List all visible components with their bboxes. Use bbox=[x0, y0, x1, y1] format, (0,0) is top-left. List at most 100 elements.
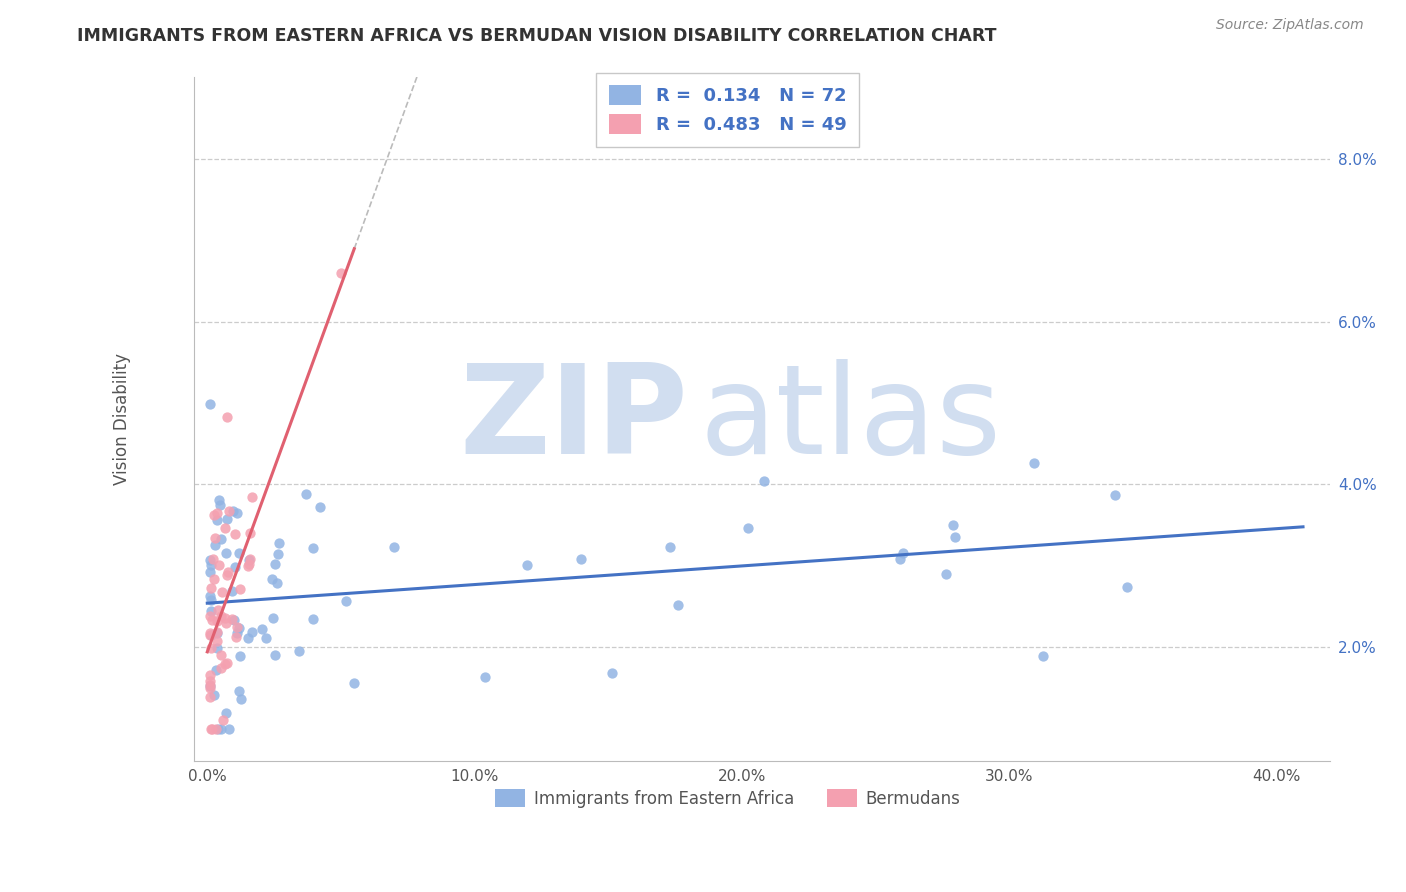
Point bbox=[229, 691, 252, 706]
Point bbox=[200, 592, 222, 607]
Point bbox=[262, 611, 284, 625]
Point bbox=[207, 602, 229, 616]
Point bbox=[226, 620, 249, 634]
Point bbox=[295, 486, 318, 500]
Point bbox=[200, 628, 222, 642]
Point bbox=[198, 681, 221, 695]
Point bbox=[308, 500, 330, 514]
Point bbox=[240, 624, 263, 639]
Point bbox=[200, 582, 222, 596]
Point bbox=[215, 568, 238, 582]
Point bbox=[204, 538, 226, 552]
Point bbox=[666, 598, 689, 612]
Point bbox=[228, 621, 250, 635]
Point bbox=[198, 565, 221, 579]
Point bbox=[329, 266, 352, 280]
Point bbox=[205, 722, 228, 736]
Point bbox=[238, 631, 260, 645]
Point bbox=[198, 678, 221, 692]
Text: atlas: atlas bbox=[699, 359, 1001, 480]
Point bbox=[214, 657, 236, 671]
Point bbox=[228, 546, 250, 560]
Point bbox=[1032, 649, 1054, 664]
Point bbox=[1104, 488, 1126, 502]
Point bbox=[302, 541, 325, 556]
Point bbox=[198, 397, 221, 411]
Point bbox=[215, 546, 238, 560]
Point bbox=[201, 552, 224, 566]
Point bbox=[208, 558, 231, 573]
Point bbox=[201, 722, 224, 736]
Point bbox=[209, 722, 232, 736]
Point bbox=[200, 722, 222, 736]
Point bbox=[264, 557, 287, 571]
Point bbox=[254, 631, 277, 645]
Point bbox=[208, 498, 231, 512]
Point bbox=[224, 614, 246, 628]
Point bbox=[226, 506, 249, 520]
Point bbox=[600, 665, 623, 680]
Point bbox=[198, 625, 221, 640]
Point bbox=[238, 551, 260, 566]
Point bbox=[239, 526, 262, 541]
Legend: Immigrants from Eastern Africa, Bermudans: Immigrants from Eastern Africa, Bermudan… bbox=[488, 782, 967, 814]
Point bbox=[209, 532, 232, 546]
Point bbox=[222, 503, 245, 517]
Point bbox=[209, 661, 232, 675]
Point bbox=[935, 567, 957, 582]
Point bbox=[198, 553, 221, 567]
Point bbox=[211, 585, 233, 599]
Point bbox=[202, 508, 225, 522]
Point bbox=[221, 583, 243, 598]
Point bbox=[238, 553, 260, 567]
Point bbox=[205, 625, 228, 640]
Point bbox=[228, 683, 250, 698]
Point bbox=[218, 504, 240, 518]
Point bbox=[198, 589, 221, 603]
Point bbox=[224, 527, 246, 541]
Point bbox=[260, 572, 283, 586]
Point bbox=[205, 634, 228, 648]
Point bbox=[208, 492, 231, 507]
Point bbox=[200, 558, 222, 573]
Point bbox=[198, 679, 221, 693]
Point bbox=[215, 706, 238, 720]
Point bbox=[198, 690, 221, 705]
Point bbox=[224, 560, 246, 574]
Point bbox=[214, 521, 236, 535]
Point bbox=[205, 506, 228, 520]
Text: Source: ZipAtlas.com: Source: ZipAtlas.com bbox=[1216, 18, 1364, 32]
Point bbox=[267, 547, 290, 561]
Point bbox=[889, 552, 911, 566]
Point bbox=[571, 552, 593, 566]
Point bbox=[198, 609, 221, 624]
Point bbox=[198, 673, 221, 688]
Point bbox=[204, 572, 226, 586]
Point bbox=[207, 614, 229, 628]
Point bbox=[226, 626, 249, 640]
Point bbox=[207, 722, 229, 736]
Point bbox=[269, 535, 291, 549]
Text: IMMIGRANTS FROM EASTERN AFRICA VS BERMUDAN VISION DISABILITY CORRELATION CHART: IMMIGRANTS FROM EASTERN AFRICA VS BERMUD… bbox=[77, 27, 997, 45]
Point bbox=[221, 612, 243, 626]
Point bbox=[516, 558, 538, 573]
Point bbox=[198, 628, 221, 642]
Point bbox=[252, 622, 274, 636]
Point bbox=[659, 540, 682, 554]
Point bbox=[335, 594, 357, 608]
Point bbox=[302, 612, 325, 626]
Point bbox=[205, 626, 228, 640]
Point bbox=[238, 557, 260, 571]
Point bbox=[891, 546, 914, 560]
Point bbox=[217, 512, 239, 526]
Point bbox=[218, 722, 240, 736]
Point bbox=[737, 521, 759, 535]
Point bbox=[266, 576, 288, 591]
Point bbox=[474, 669, 496, 683]
Point bbox=[228, 648, 250, 663]
Point bbox=[384, 540, 406, 554]
Point bbox=[1022, 456, 1045, 470]
Point bbox=[205, 663, 228, 677]
Point bbox=[225, 630, 247, 644]
Point bbox=[942, 517, 965, 532]
